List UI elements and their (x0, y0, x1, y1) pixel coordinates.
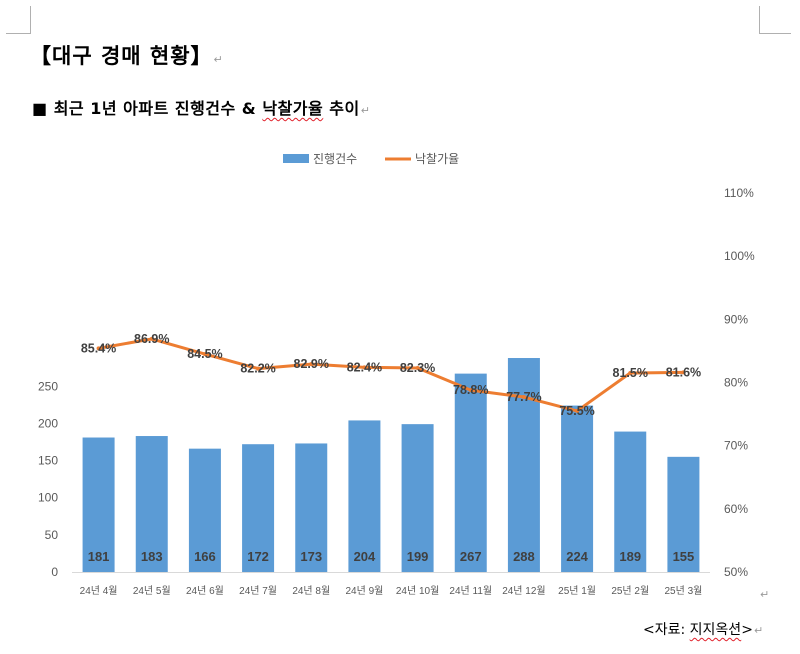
bar (82, 437, 115, 572)
chart-heading-prefix: 최근 1년 아파트 진행건수 & (47, 99, 263, 118)
x-axis-tick-label: 24년 5월 (133, 585, 171, 597)
legend-label-bar: 진행건수 (313, 151, 357, 166)
bar-value-label: 166 (194, 549, 216, 564)
left-axis-tick-label: 200 (38, 416, 58, 430)
source-prefix: <자료: (643, 622, 690, 638)
line-value-label: 81.6% (666, 365, 701, 379)
left-axis-tick-label: 100 (38, 491, 58, 505)
bar-value-label: 199 (407, 549, 429, 564)
source-suffix: > (741, 622, 753, 638)
document-title: 【대구 경매 현황】↵ (30, 40, 224, 70)
bar (348, 420, 381, 572)
line-value-label: 81.5% (613, 366, 648, 380)
chart-heading-marked-word: 낙찰가율 (262, 99, 324, 118)
bar (242, 444, 275, 572)
line-point (468, 388, 473, 393)
line-value-label: 85.4% (81, 341, 116, 355)
paragraph-mark: ↵ (760, 588, 770, 601)
line-value-label: 75.5% (559, 404, 594, 418)
bar-value-label: 155 (673, 549, 695, 564)
line-point (256, 366, 261, 371)
crop-mark-right-horizontal (759, 33, 791, 34)
crop-mark-left-horizontal (6, 33, 31, 34)
bar-value-label: 267 (460, 549, 482, 564)
x-axis-tick-label: 24년 7월 (239, 585, 277, 597)
line-value-label: 82.4% (347, 360, 382, 374)
line-point (149, 336, 154, 341)
right-axis-tick-label: 80% (724, 376, 748, 390)
bar-value-label: 172 (247, 549, 269, 564)
right-axis-tick-label: 90% (724, 312, 748, 326)
right-axis-tick-label: 100% (724, 249, 755, 263)
right-axis-tick-label: 110% (724, 186, 754, 200)
left-axis-tick-label: 50 (45, 528, 59, 542)
line-value-label: 86.9% (134, 332, 169, 346)
bar (401, 424, 434, 572)
line-series-path (98, 337, 684, 413)
paragraph-mark: ↵ (213, 53, 224, 66)
bar (507, 358, 540, 572)
line-point (681, 370, 686, 375)
bar (667, 456, 700, 572)
legend-label-line: 낙찰가율 (415, 152, 459, 166)
bar-value-label: 189 (619, 549, 641, 564)
x-axis-tick-label: 25년 2월 (611, 585, 649, 597)
x-axis-tick-label: 24년 10월 (396, 585, 439, 597)
bar-value-label: 173 (300, 549, 322, 564)
line-point (362, 365, 367, 370)
bar-value-label: 183 (141, 549, 163, 564)
line-value-label: 78.8% (453, 383, 488, 397)
document-title-text: 【대구 경매 현황】 (30, 44, 213, 68)
x-axis-tick-label: 24년 4월 (80, 585, 118, 597)
line-point (575, 408, 580, 413)
chart-heading: ■ 최근 1년 아파트 진행건수 & 낙찰가율 추이↵ (32, 95, 370, 119)
legend-swatch-bar (283, 154, 309, 163)
line-value-label: 82.3% (400, 361, 435, 375)
paragraph-mark: ↵ (360, 104, 371, 117)
line-point (415, 365, 420, 370)
x-axis-tick-label: 24년 8월 (292, 585, 330, 597)
square-bullet-icon: ■ (32, 99, 48, 118)
bar-value-label: 181 (88, 549, 110, 564)
x-axis-tick-label: 24년 12월 (502, 585, 545, 597)
bar (188, 448, 221, 572)
crop-mark-right-vertical (759, 6, 760, 33)
line-value-label: 84.5% (187, 347, 222, 361)
right-axis-tick-label: 50% (724, 565, 748, 579)
bar (454, 373, 487, 572)
crop-mark-left-vertical (30, 6, 31, 33)
bar (561, 405, 594, 572)
line-point (309, 362, 314, 367)
line-point (96, 346, 101, 351)
x-axis-tick-label: 25년 1월 (558, 585, 596, 597)
left-axis-tick-label: 250 (38, 379, 58, 393)
source-name: 지지옥션 (689, 622, 742, 638)
line-point (628, 371, 633, 376)
right-axis-tick-label: 60% (724, 502, 748, 516)
line-value-label: 82.2% (240, 362, 275, 376)
bar-value-label: 224 (566, 549, 588, 564)
right-axis-tick-label: 70% (724, 439, 748, 453)
x-axis-tick-label: 24년 6월 (186, 585, 224, 597)
x-axis-tick-label: 25년 3월 (664, 585, 702, 597)
source-note: <자료: 지지옥션>↵ (643, 619, 763, 639)
bar-value-label: 204 (354, 549, 376, 564)
line-value-label: 82.9% (294, 357, 329, 371)
left-axis-tick-label: 150 (38, 454, 58, 468)
paragraph-mark: ↵ (753, 624, 764, 637)
bar-value-label: 288 (513, 549, 535, 564)
bar (295, 443, 328, 572)
x-axis-tick-label: 24년 11월 (449, 585, 492, 597)
chart-heading-suffix: 추이 (323, 99, 360, 118)
bar (135, 436, 168, 572)
x-axis-tick-label: 24년 9월 (345, 585, 383, 597)
line-point (521, 395, 526, 400)
line-point (202, 352, 207, 357)
left-axis-tick-label: 0 (51, 565, 58, 579)
line-value-label: 77.7% (506, 390, 541, 404)
bar (614, 431, 647, 572)
